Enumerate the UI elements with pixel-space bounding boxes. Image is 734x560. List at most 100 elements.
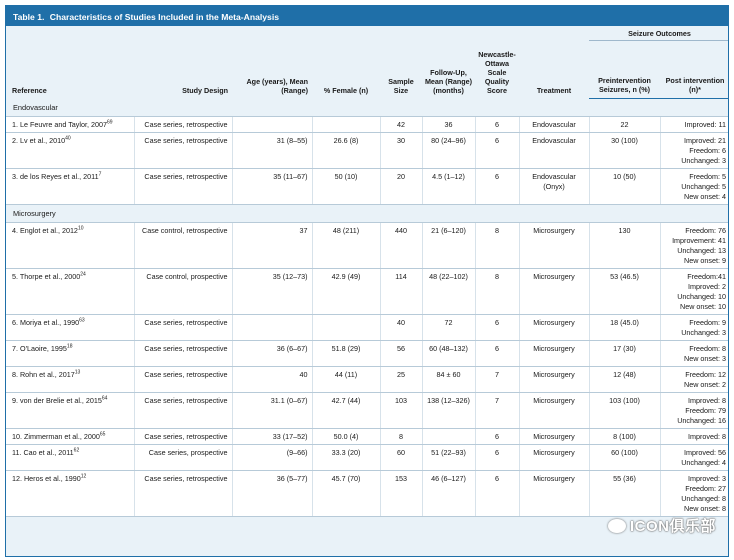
cell-preintervention: 60 (100) [588, 444, 660, 471]
cell-nos-score: 6 [474, 340, 519, 367]
table-row: 7. O'Laoire, 199518 Case series, retrospe… [6, 340, 728, 367]
cell-treatment: Microsurgery [518, 444, 589, 471]
cell-study-design: Case control, retrospective [133, 222, 232, 269]
header-reference: Reference [12, 85, 47, 95]
citation-number: 69 [106, 119, 113, 126]
cell-nos-score: 6 [474, 314, 519, 341]
cell-nos-score: 6 [474, 132, 519, 169]
cell-reference: 1. Le Feuvre and Taylor, 200769 [6, 116, 134, 133]
section-row: Endovascular [6, 98, 728, 117]
citation-number: 12 [80, 473, 87, 480]
cell-study-design: Case control, prospective [133, 268, 232, 315]
cell-nos-score: 6 [474, 168, 519, 205]
cell-sample-size: 56 [379, 340, 422, 367]
cell-reference: 2. Lv et al., 201040 [6, 132, 134, 169]
cell-study-design: Case series, retrospective [133, 340, 232, 367]
cell-study-design: Case series, retrospective [133, 366, 232, 393]
cell-age: 31 (8–55) [231, 132, 312, 169]
reference-text: 9. von der Brelie et al., 2015 [12, 396, 102, 405]
reference-text: 1. Le Feuvre and Taylor, 2007 [12, 120, 107, 129]
cell-preintervention: 30 (100) [588, 132, 660, 169]
cell-age [231, 314, 312, 341]
cell-nos-score: 7 [474, 392, 519, 429]
cell-sample-size: 114 [379, 268, 422, 315]
cell-treatment: Microsurgery [518, 268, 589, 315]
cell-treatment: Endovascular [518, 132, 589, 169]
cell-sample-size: 20 [379, 168, 422, 205]
cell-reference: 7. O'Laoire, 199518 [6, 340, 134, 367]
outcome-line: Freedom: 8 [689, 344, 726, 353]
outcome-line: Improved: 3 [688, 474, 726, 483]
cell-follow-up: 84 ± 60 [421, 366, 475, 393]
cell-age: 40 [231, 366, 312, 393]
cell-treatment: Microsurgery [518, 314, 589, 341]
cell-female [311, 314, 380, 341]
cell-age [231, 116, 312, 133]
citation-number: 18 [66, 343, 73, 350]
outcome-line: Unchanged: 10 [677, 292, 726, 301]
cell-treatment: Microsurgery [518, 428, 589, 445]
cell-sample-size: 440 [379, 222, 422, 269]
outcome-line: Freedom: 76 [685, 226, 726, 235]
cell-preintervention: 17 (30) [588, 340, 660, 367]
cell-preintervention: 12 (48) [588, 366, 660, 393]
outcome-line: Unchanged: 8 [681, 494, 726, 503]
cell-study-design: Case series, retrospective [133, 314, 232, 341]
table-row: 2. Lv et al., 201040 Case series, retrosp… [6, 132, 728, 169]
cell-postintervention: Improved: 8 [659, 428, 728, 445]
cell-study-design: Case series, retrospective [133, 428, 232, 445]
cell-nos-score: 7 [474, 366, 519, 393]
cell-postintervention: Freedom: 76 Improvement: 41 Unchanged: 13 N… [659, 222, 728, 269]
cell-reference: 12. Heros et al., 199012 [6, 470, 134, 517]
cell-reference: 11. Cao et al., 201162 [6, 444, 134, 471]
cell-follow-up [421, 428, 475, 445]
cell-reference: 5. Thorpe et al., 200024 [6, 268, 134, 315]
cell-female: 48 (211) [311, 222, 380, 269]
cell-sample-size: 153 [379, 470, 422, 517]
outcome-line: Freedom: 5 [689, 172, 726, 181]
cell-follow-up: 51 (22–93) [421, 444, 475, 471]
cell-reference: 8. Rohn et al., 201713 [6, 366, 134, 393]
cell-postintervention: Freedom:41 Improved: 2 Unchanged: 10 New on… [659, 268, 728, 315]
cell-postintervention: Improved: 56 Unchanged: 4 [659, 444, 728, 471]
citation-number: 7 [98, 171, 102, 178]
outcome-line: New onset: 8 [684, 504, 726, 513]
cell-follow-up: 4.5 (1–12) [421, 168, 475, 205]
header-treatment: Treatment [536, 85, 572, 95]
cell-nos-score: 6 [474, 428, 519, 445]
citation-number: 64 [101, 395, 108, 402]
cell-nos-score: 8 [474, 222, 519, 269]
cell-treatment: Microsurgery [518, 392, 589, 429]
table-caption: Characteristics of Studies Included in t… [49, 12, 279, 22]
cell-preintervention: 8 (100) [588, 428, 660, 445]
outcome-line: New onset: 2 [684, 380, 726, 389]
cell-age: (9–66) [231, 444, 312, 471]
cell-female: 44 (11) [311, 366, 380, 393]
reference-text: 11. Cao et al., 2011 [12, 448, 74, 457]
studies-table: Reference Study Design Age (years), Mean… [6, 26, 728, 517]
cell-treatment: Microsurgery [518, 366, 589, 393]
cell-treatment: Endovascular [518, 116, 589, 133]
cell-age: 35 (11–67) [231, 168, 312, 205]
outcome-line: Improved: 56 [684, 448, 726, 457]
cell-female: 50.0 (4) [311, 428, 380, 445]
cell-preintervention: 18 (45.0) [588, 314, 660, 341]
outcome-line: Improvement: 41 [672, 236, 726, 245]
header-follow-up: Follow-Up, Mean (Range) (months) [424, 67, 473, 95]
header-nos-score: Newcastle-Ottawa Scale Quality Score [478, 49, 516, 95]
table-row: 3. de los Reyes et al., 20117 Case series… [6, 168, 728, 205]
cell-study-design: Case series, retrospective [133, 132, 232, 169]
header-female: % Female (n) [323, 85, 369, 95]
table-row: 5. Thorpe et al., 200024 Case control, pr… [6, 268, 728, 315]
cell-sample-size: 103 [379, 392, 422, 429]
cell-treatment: Microsurgery [518, 470, 589, 517]
table-body: Endovascular 1. Le Feuvre and Taylor, 200… [6, 98, 728, 517]
cell-age: 36 (6–67) [231, 340, 312, 367]
cell-preintervention: 103 (100) [588, 392, 660, 429]
cell-age: 37 [231, 222, 312, 269]
citation-number: 24 [80, 271, 86, 278]
section-row: Microsurgery [6, 204, 728, 223]
cell-postintervention: Freedom: 12 New onset: 2 [659, 366, 728, 393]
cell-study-design: Case series, prospective [133, 444, 232, 471]
cell-sample-size: 25 [379, 366, 422, 393]
